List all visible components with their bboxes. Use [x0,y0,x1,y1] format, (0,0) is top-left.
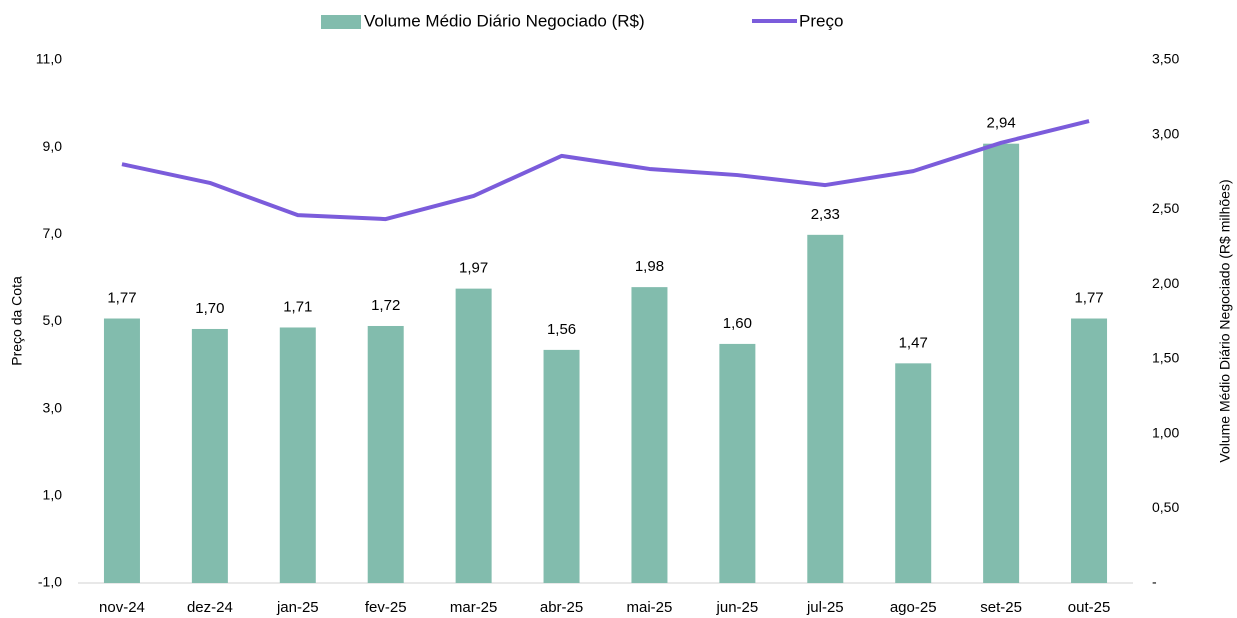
x-tick-label: ago-25 [890,599,937,616]
y-tick-label: 3,0 [43,399,63,415]
y-tick-label: 9,0 [43,138,63,154]
data-label: 1,60 [723,315,752,332]
data-label: 1,70 [195,300,224,317]
bar [103,318,140,583]
x-tick-label: abr-25 [540,599,583,616]
data-label: 1,71 [283,298,312,315]
data-label: 1,47 [899,334,928,351]
y-tick-label: 5,0 [43,312,63,328]
bar [895,363,932,583]
bar [983,143,1020,583]
data-label: 1,72 [371,297,400,314]
bar [719,343,756,583]
x-tick-label: jan-25 [276,599,319,616]
legend-label: Preço [799,11,843,30]
y2-tick-label: 3,50 [1152,51,1179,67]
bar [455,288,492,583]
x-tick-label: set-25 [980,599,1022,616]
bar [543,349,580,583]
legend-label: Volume Médio Diário Negociado (R$) [364,11,645,30]
line [121,119,1090,222]
x-tick-label: out-25 [1068,599,1111,616]
y-tick-label: 1,0 [43,487,63,503]
bar [191,328,228,583]
x-tick-label: jun-25 [716,599,759,616]
x-tick-label: nov-24 [99,599,145,616]
data-label: 1,56 [547,321,576,338]
data-label: 2,94 [987,115,1016,132]
y2-tick-label: 0,50 [1152,499,1179,515]
bar [1071,318,1108,583]
y2-tick-label: 3,00 [1152,125,1179,141]
x-tick-label: jul-25 [806,599,844,616]
y2-axis-label: Volume Médio Diário Negociado (R$ milhõe… [1217,179,1233,462]
bar [279,327,316,583]
x-tick-label: mai-25 [627,599,673,616]
x-tick-label: dez-24 [187,599,233,616]
x-tick-label: fev-25 [365,599,407,616]
bar [631,287,668,583]
data-label: 2,33 [811,206,840,223]
data-label: 1,97 [459,260,488,277]
bar [367,325,404,583]
y2-tick-label: 1,50 [1152,350,1179,366]
y-tick-label: 11,0 [36,51,62,67]
bar [807,234,844,583]
y2-tick-label: 2,00 [1152,275,1179,291]
legend-swatch [321,15,361,29]
y-tick-label: 7,0 [43,225,63,241]
y2-tick-label: - [1152,574,1157,590]
y2-tick-label: 1,00 [1152,424,1179,440]
x-tick-label: mar-25 [450,599,498,616]
data-label: 1,77 [107,289,136,306]
data-label: 1,98 [635,258,664,275]
data-label: 1,77 [1074,289,1103,306]
y2-tick-label: 2,50 [1152,200,1179,216]
y-tick-label: -1,0 [38,574,62,590]
y-axis-label: Preço da Cota [9,276,25,366]
